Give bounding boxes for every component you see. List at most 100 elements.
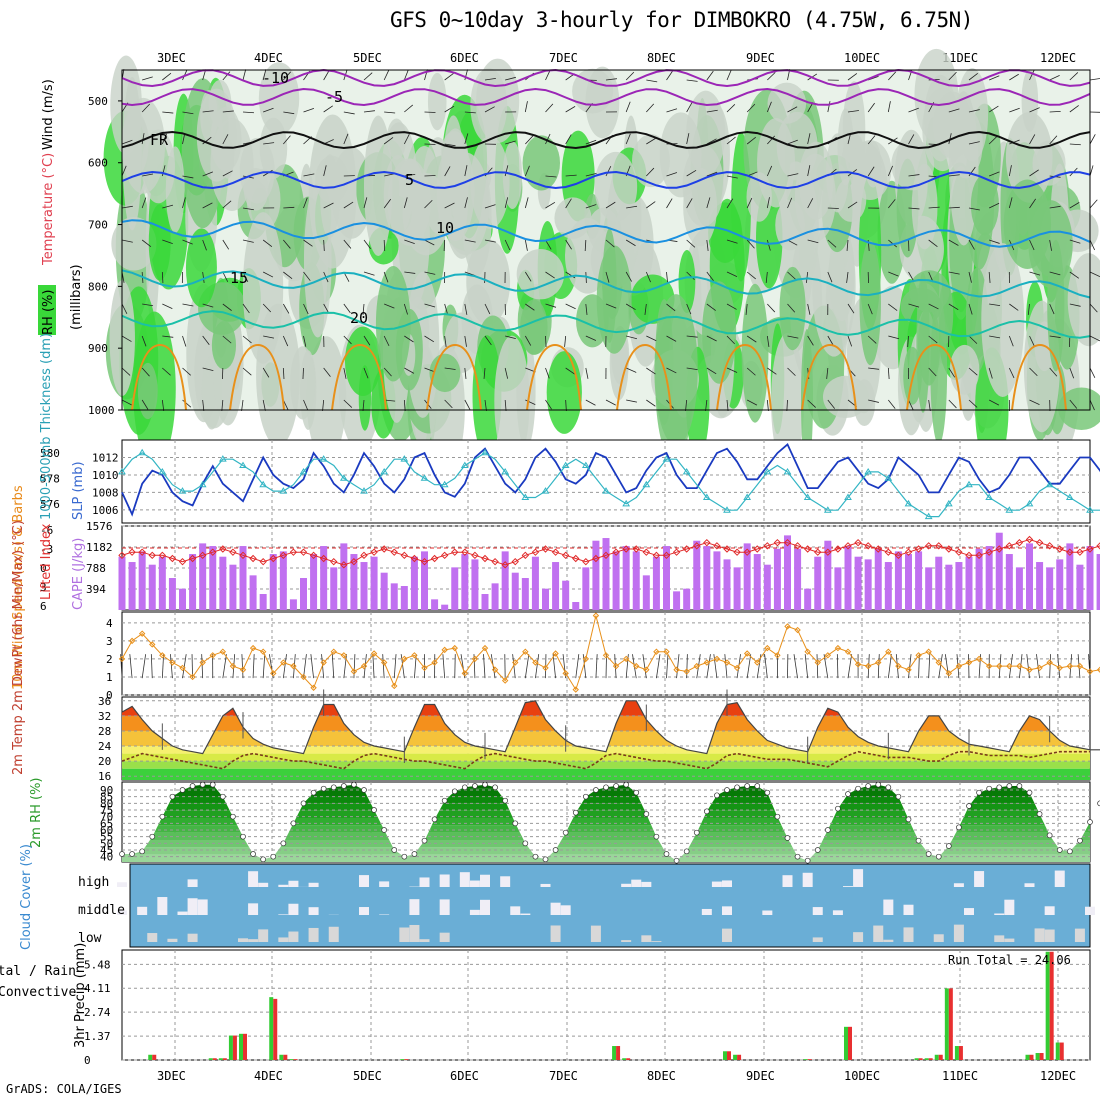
wind-barb (242, 303, 250, 314)
rh-marker (381, 827, 388, 833)
rh-marker (441, 797, 448, 804)
rh-marker (562, 829, 569, 836)
top-date-label: 8DEC (647, 51, 676, 65)
wind-barb (888, 303, 898, 311)
wind-barb (343, 239, 352, 249)
top-date-label: 5DEC (353, 51, 382, 65)
wind-barb (464, 239, 476, 243)
lifted-marker (703, 538, 711, 547)
wind-barb (646, 137, 656, 145)
cape-bar (592, 540, 600, 610)
wind-barb (343, 201, 354, 209)
wind-speed-marker (1016, 662, 1023, 670)
wind-speed-marker (935, 659, 942, 666)
wind-barb (162, 335, 174, 338)
wind-barb (868, 367, 880, 370)
cloud-cell (117, 910, 127, 915)
footer-credit: GrADS: COLA/IGES (6, 1082, 122, 1096)
thickness-marker (1045, 480, 1054, 488)
wind-barb (323, 70, 330, 81)
cloud-cell (288, 903, 299, 915)
bottom-date-label: 8DEC (647, 1069, 676, 1083)
wind-ytick: 3 (106, 635, 113, 648)
rh-marker (552, 847, 559, 853)
wind-barb (222, 71, 231, 81)
precip-ytick: 4.11 (84, 982, 111, 995)
cape-bar (733, 567, 741, 610)
wind-speed-marker (219, 648, 227, 655)
wind-barb-10m (956, 654, 960, 679)
cloud-cell (953, 924, 964, 942)
precip-total-bar (844, 1026, 848, 1060)
precip-convective-bar (958, 1046, 963, 1060)
wind-barb (646, 167, 655, 177)
cape-bar (1026, 543, 1033, 610)
wind-barb (504, 165, 509, 177)
rh-band (122, 854, 1090, 862)
wind-barb (1029, 367, 1038, 377)
wind-barb (202, 202, 213, 209)
cloud-cell (933, 934, 944, 942)
lifted-marker (632, 545, 640, 553)
wind-barb (242, 111, 255, 114)
rh-marker (1087, 819, 1093, 825)
rh-contour-blob (1003, 179, 1052, 270)
precip-convective-bar (848, 1026, 852, 1060)
wind-barb (908, 174, 920, 177)
wind-barb-10m (696, 654, 701, 679)
rh-contour-blob (516, 248, 565, 300)
wind-barb (988, 136, 998, 145)
precip-convective-bar (152, 1054, 157, 1060)
wind-barb (524, 239, 528, 251)
wind-barb (483, 367, 486, 379)
rh-marker (330, 784, 337, 791)
thickness-marker (339, 474, 348, 481)
temperature-legend-label: Temperature (°C) (41, 153, 56, 266)
wind-barb-10m (454, 654, 456, 679)
wind-barb (706, 109, 718, 113)
cape-bar (663, 546, 670, 610)
wind-barb (644, 303, 647, 315)
wind-barb (484, 303, 491, 315)
wind-barb (404, 335, 414, 343)
wind-barb (706, 335, 717, 342)
wind-barb (666, 198, 673, 209)
rh-marker (1097, 800, 1100, 807)
wind-barb (847, 133, 851, 145)
wind-barb (1009, 139, 1020, 145)
thickness-marker (682, 467, 691, 475)
wind-barb (121, 165, 127, 177)
wind-barb (706, 271, 714, 281)
wind-speed-marker (582, 655, 590, 663)
cloud-cell (137, 906, 148, 915)
wind-barb (746, 103, 756, 113)
wind-barb (908, 399, 914, 411)
precip-convective-bar (232, 1035, 237, 1060)
wind-barb (464, 69, 468, 81)
precip-convective-bar (626, 1058, 631, 1060)
rh-marker (744, 783, 751, 789)
lifted-marker (1096, 542, 1100, 550)
wind-speed-marker (330, 648, 337, 655)
wind-barb (383, 137, 394, 145)
lifted-marker (854, 538, 862, 547)
cloud-layer-label: low (78, 931, 102, 946)
wind-barb (948, 239, 959, 246)
wind-barb (424, 303, 436, 308)
cloud-cell (994, 913, 1005, 915)
wind-barb (867, 102, 875, 113)
wind-barb (262, 239, 273, 248)
wind-barb (524, 101, 528, 113)
temperature-contour (121, 310, 1091, 339)
precip-total-bar (733, 1054, 738, 1060)
rh-contour-blob (494, 335, 530, 467)
rh-marker (724, 787, 730, 793)
temperature-contour (121, 170, 1091, 190)
wind-barb (283, 71, 291, 81)
rh-contour-blob (148, 204, 171, 281)
rh-marker (593, 787, 599, 793)
wind-barb (383, 271, 389, 283)
wind-barb (222, 200, 232, 209)
wind-barb-10m (1049, 654, 1051, 679)
wind-barb (504, 399, 507, 411)
